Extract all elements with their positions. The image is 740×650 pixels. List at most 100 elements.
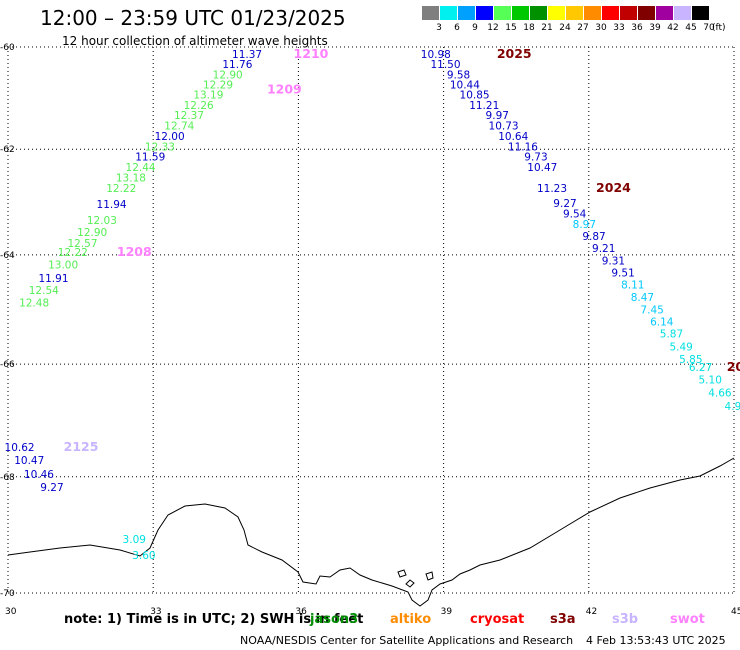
colorbar-label: 21: [541, 23, 553, 33]
coastline-island: [405, 579, 415, 588]
lon-tick-label: 42: [586, 607, 597, 617]
swh-value-label: 4.9: [725, 401, 740, 413]
swh-value-label: 12.00: [155, 131, 185, 143]
swh-value-label: 12.22: [58, 247, 88, 259]
generated-timestamp: 4 Feb 13:53:43 UTC 2025: [586, 634, 726, 647]
colorbar-swatch: [656, 6, 673, 20]
pass-time-label: 1209: [267, 82, 302, 97]
lon-tick-label: 45: [731, 607, 740, 617]
colorbar-swatch: [422, 6, 439, 20]
swh-value-label: 11.37: [232, 49, 262, 61]
colorbar-label: 24: [559, 23, 571, 33]
swh-value-label: 11.94: [97, 199, 127, 211]
colorbar-swatch: [638, 6, 655, 20]
credit-line: NOAA/NESDIS Center for Satellite Applica…: [240, 634, 574, 647]
footer-note: note: 1) Time is in UTC; 2) SWH is in fe…: [64, 612, 364, 627]
lon-tick-label: 36: [295, 607, 307, 617]
colorbar-label: 70: [703, 23, 715, 33]
swh-value-label: 12.90: [77, 227, 107, 239]
swh-value-label: 9.87: [582, 231, 605, 243]
swh-value-label: 5.49: [669, 341, 692, 353]
swh-value-label: 12.37: [174, 110, 204, 122]
swh-value-label: 12.26: [184, 100, 214, 112]
swh-value-label: 9.31: [602, 256, 625, 268]
swh-value-label: 10.47: [14, 455, 44, 467]
mission-label: s3b: [612, 612, 639, 627]
lat-lon-grid: [7, 46, 735, 594]
swh-value-label: 5.87: [660, 329, 683, 341]
swh-value-label: 10.85: [460, 90, 490, 102]
swh-value-label: 8.11: [621, 279, 644, 291]
lon-tick-label: 30: [5, 607, 17, 617]
swh-value-label: 9.73: [524, 152, 547, 164]
swh-value-label: 11.23: [537, 183, 567, 195]
colorbar-label: 36: [631, 23, 643, 33]
pass-time-label: 1210: [294, 46, 329, 61]
mission-label: altiko: [390, 612, 432, 627]
swh-value-label: 5.85: [679, 354, 702, 366]
swh-value-label: 12.44: [126, 162, 156, 174]
pass-time-label: 2025: [497, 46, 532, 61]
swh-value-label: 11.21: [469, 100, 499, 112]
swh-value-label: 9.51: [611, 267, 634, 279]
swh-value-label: 10.46: [24, 469, 54, 481]
colorbar-swatch: [602, 6, 619, 20]
lat-tick-label: -70: [0, 589, 15, 599]
swh-value-label: 9.27: [553, 198, 576, 210]
colorbar-label: 12: [487, 23, 499, 33]
swh-value-label: 9.27: [40, 482, 63, 494]
swh-value-label: 7.45: [640, 304, 663, 316]
swh-value-label: 3.09: [123, 534, 146, 546]
colorbar-label: 42: [667, 23, 679, 33]
swh-value-label: 4.66: [708, 387, 732, 399]
colorbar-swatch: [674, 6, 691, 20]
lon-tick-label: 33: [150, 607, 161, 617]
colorbar-swatch: [440, 6, 457, 20]
swh-value-label: 10.98: [421, 49, 451, 61]
pass-time-label: 1208: [117, 244, 152, 259]
map-title: 12:00 – 23:59 UTC 01/23/2025: [40, 6, 346, 30]
colorbar-label: 45: [685, 23, 697, 33]
colorbar-swatch: [512, 6, 529, 20]
pass-time-labels: 1209 1208 1210 2025 2024 20 2125: [64, 46, 740, 454]
colorbar-label: 15: [505, 23, 517, 33]
lat-tick-label: -66: [0, 360, 15, 370]
colorbar-label: 39: [649, 23, 661, 33]
colorbar-swatch: [584, 6, 601, 20]
colorbar-label: 18: [523, 23, 535, 33]
mission-label: jason3: [310, 612, 359, 627]
swh-value-label: 10.44: [450, 79, 480, 91]
colorbar-swatch: [692, 6, 709, 20]
lat-tick-label: -62: [0, 145, 15, 155]
lon-tick-label: 39: [441, 607, 453, 617]
colorbar-label: 33: [613, 23, 625, 33]
lat-tick-label: -64: [0, 251, 15, 261]
swh-value-label: 10.47: [527, 162, 557, 174]
colorbar-swatch: [476, 6, 493, 20]
mission-label: s3a: [550, 612, 576, 627]
pass-time-label: 20: [727, 359, 740, 374]
swh-value-label: 13.18: [116, 173, 146, 185]
pass-time-label: 2024: [596, 180, 631, 195]
coastline-island: [397, 569, 407, 578]
swh-value-label: 3.60: [132, 550, 155, 562]
swh-value-label: 10.62: [5, 442, 35, 454]
lat-tick-label: -68: [0, 473, 15, 483]
swh-value-label: 9.97: [486, 110, 509, 122]
colorbar-label: 27: [577, 23, 589, 33]
colorbar-swatch: [458, 6, 475, 20]
swh-value-label: 11.91: [38, 273, 68, 285]
swh-value-label: 12.03: [87, 215, 117, 227]
swh-value-label: 9.54: [563, 209, 587, 221]
swh-value-label: 11.50: [430, 59, 460, 71]
swh-observations: 11.3711.7612.9012.2913.1912.2612.3712.74…: [5, 49, 740, 562]
swh-value-label: 9.21: [592, 243, 615, 255]
colorbar-label: 3: [436, 23, 442, 33]
map-subtitle: 12 hour collection of altimeter wave hei…: [62, 34, 328, 48]
swh-value-label: 8.97: [573, 219, 596, 231]
swh-value-label: 12.90: [213, 69, 243, 81]
swh-value-label: 12.57: [67, 238, 97, 250]
colorbar-swatch: [530, 6, 547, 20]
coastline-island: [425, 571, 434, 581]
